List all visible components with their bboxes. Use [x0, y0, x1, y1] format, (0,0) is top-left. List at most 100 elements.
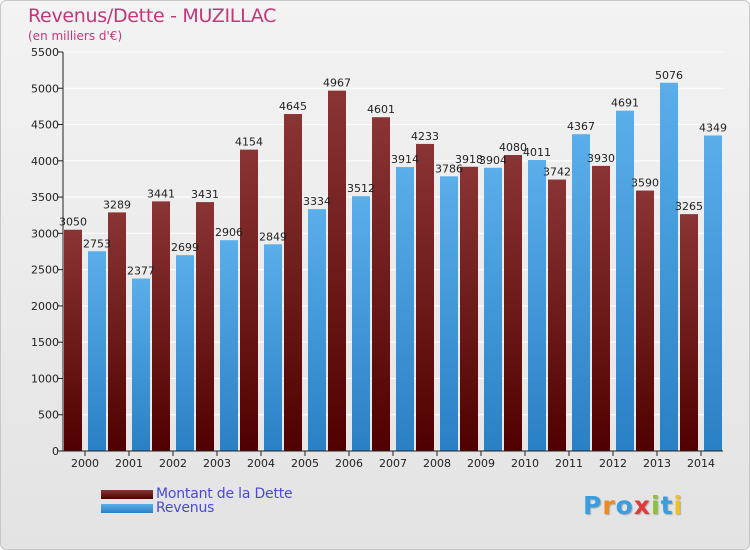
bar-dette-2001 [108, 212, 126, 451]
x-tick-label-2009: 2009 [467, 457, 495, 470]
bar-label-dette-2003: 3431 [191, 188, 219, 201]
bar-revenus-2013 [660, 82, 678, 451]
bar-dette-2004 [240, 149, 258, 451]
chart-title: Revenus/Dette - MUZILLAC [28, 5, 277, 27]
proxiti-logo: Proxiti [583, 491, 683, 520]
bar-layer [64, 82, 722, 452]
bar-revenus-2002 [176, 255, 194, 451]
bar-dette-2007 [372, 117, 390, 452]
bar-revenus-2000 [88, 251, 106, 451]
bar-label-dette-2013: 3590 [631, 177, 659, 190]
x-tick-label-2007: 2007 [379, 457, 407, 470]
bar-revenus-2004 [264, 244, 282, 451]
bar-label-revenus-2014: 4349 [699, 121, 727, 134]
bar-label-revenus-2003: 2906 [215, 226, 243, 239]
bar-dette-2003 [196, 202, 214, 451]
y-tick-label: 0 [52, 445, 59, 458]
bar-label-dette-2001: 3289 [103, 198, 131, 211]
bar-label-revenus-2001: 2377 [127, 265, 155, 278]
bar-label-revenus-2011: 4367 [567, 120, 595, 133]
bar-revenus-2009 [484, 167, 502, 452]
bar-dette-2000 [64, 229, 82, 451]
bar-label-dette-2004: 4154 [235, 136, 263, 149]
bar-label-dette-2009: 3918 [455, 153, 483, 166]
y-tick-label: 5500 [31, 46, 59, 59]
bar-revenus-2011 [572, 134, 590, 451]
bar-revenus-2003 [220, 240, 238, 451]
bar-label-dette-2006: 4967 [323, 77, 351, 90]
bar-dette-2006 [328, 90, 346, 452]
bar-label-dette-2008: 4233 [411, 130, 439, 143]
x-tick-label-2001: 2001 [115, 457, 143, 470]
legend-label-dette: Montant de la Dette [156, 486, 293, 502]
bar-revenus-2012 [616, 110, 634, 451]
axis-layer: 0 500 1000 1500 2000 2500 3000 3500 4000 4500 5000… [31, 46, 723, 470]
bar-dette-2014 [680, 214, 698, 451]
bar-label-dette-2005: 4645 [279, 100, 307, 113]
chart-subtitle: (en milliers d'€) [28, 29, 123, 43]
bar-label-revenus-2007: 3914 [391, 153, 419, 166]
x-tick-label-2014: 2014 [687, 457, 715, 470]
logo-letter: i [673, 491, 684, 520]
logo-letter: P [583, 491, 603, 520]
bar-label-dette-2011: 3742 [543, 166, 571, 179]
logo-letter: t [660, 491, 674, 520]
bar-revenus-2014 [704, 135, 722, 451]
logo-letter: r [602, 491, 616, 520]
bar-label-dette-2002: 3441 [147, 187, 175, 200]
bar-label-revenus-2000: 2753 [83, 237, 111, 250]
bar-label-revenus-2012: 4691 [611, 97, 639, 110]
x-tick-label-2008: 2008 [423, 457, 451, 470]
y-tick-label: 5000 [31, 82, 59, 95]
bar-label-revenus-2009: 3904 [479, 154, 507, 167]
y-tick-label: 4500 [31, 119, 59, 132]
y-tick-label: 1000 [31, 372, 59, 385]
y-tick-label: 3500 [31, 191, 59, 204]
x-tick-label-2000: 2000 [71, 457, 99, 470]
bar-revenus-2007 [396, 167, 414, 451]
legend-label-revenus: Revenus [156, 500, 215, 516]
bar-label-revenus-2004: 2849 [259, 230, 287, 243]
bar-revenus-2008 [440, 176, 458, 452]
bar-dette-2005 [284, 114, 302, 451]
bar-dette-2010 [504, 155, 522, 452]
x-tick-label-2006: 2006 [335, 457, 363, 470]
x-tick-label-2004: 2004 [247, 457, 275, 470]
logo-letter: x [633, 491, 651, 520]
bar-dette-2009 [460, 166, 478, 451]
bar-dette-2013 [636, 190, 654, 451]
y-tick-label: 500 [38, 409, 59, 422]
legend-swatch-revenus [101, 504, 153, 513]
bar-label-revenus-2013: 5076 [655, 69, 683, 82]
bar-label-dette-2014: 3265 [675, 200, 703, 213]
logo-letter: i [651, 491, 661, 520]
bar-label-dette-2000: 3050 [59, 216, 87, 229]
bar-label-dette-2007: 4601 [367, 103, 395, 116]
x-tick-label-2005: 2005 [291, 457, 319, 470]
x-tick-label-2010: 2010 [511, 457, 539, 470]
bar-label-revenus-2010: 4011 [523, 146, 551, 159]
bar-revenus-2005 [308, 209, 326, 451]
x-tick-label-2003: 2003 [203, 457, 231, 470]
logo-letter: o [615, 491, 634, 520]
legend-swatch-dette [101, 490, 153, 499]
x-tick-label-2002: 2002 [159, 457, 187, 470]
y-tick-label: 4000 [31, 155, 59, 168]
bar-dette-2002 [152, 201, 170, 451]
y-tick-label: 2000 [31, 300, 59, 313]
bar-label-revenus-2006: 3512 [347, 182, 375, 195]
x-tick-label-2011: 2011 [555, 457, 583, 470]
y-tick-label: 1500 [31, 336, 59, 349]
bar-label-revenus-2008: 3786 [435, 162, 463, 175]
bar-dette-2008 [416, 143, 434, 451]
bar-label-dette-2010: 4080 [499, 141, 527, 154]
bar-label-revenus-2005: 3334 [303, 195, 331, 208]
x-tick-label-2012: 2012 [599, 457, 627, 470]
bar-revenus-2010 [528, 160, 546, 451]
grid-layer [63, 51, 723, 452]
y-tick-label: 2500 [31, 264, 59, 277]
bar-revenus-2001 [132, 278, 150, 451]
bar-dette-2012 [592, 165, 610, 451]
